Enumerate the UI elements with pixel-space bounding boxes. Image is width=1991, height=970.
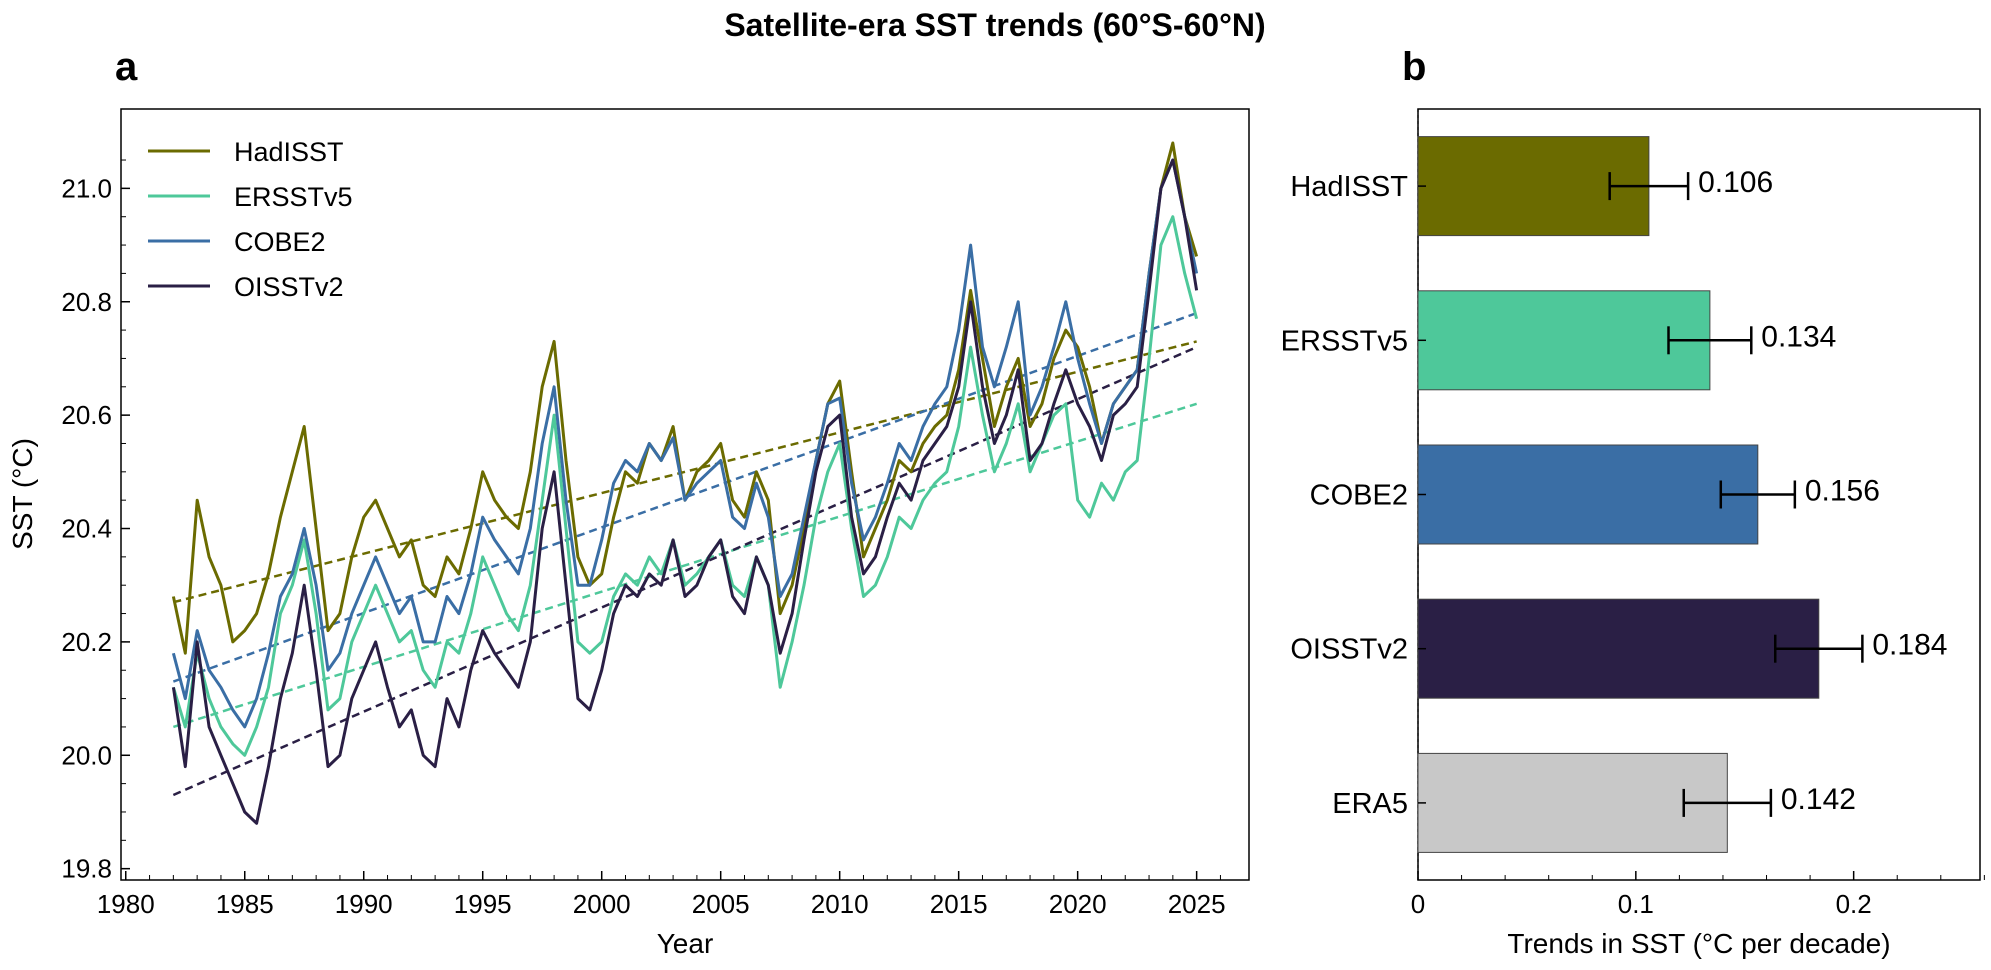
bar-OISSTv2 [1417,598,1820,699]
panel-b-label: b [1402,45,1426,89]
x-tick-label: 2010 [811,889,869,919]
x-tick-label: 0 [1411,889,1425,919]
legend-label-ERSSTv5: ERSSTv5 [234,182,353,212]
y-ticks: 19.8 20.0 20.2 20.4 20.6 20.8 21.0 [61,159,130,884]
bar-ERA5 [1417,752,1728,853]
y-tick-label: 20.2 [61,627,112,657]
data-label-ERSSTv5: 0.134 [1761,320,1836,353]
series-line-COBE2 [171,158,1199,729]
panel-b-bar-chart: 0.106 HadISST 0.134 ERSSTv5 0.156 COBE2 0.184 O… [1281,108,1985,959]
y-tick-label: 20.0 [61,740,112,770]
category-label-ERA5: ERA5 [1332,788,1408,820]
x-tick-label: 1980 [97,889,155,919]
category-label-ERSSTv5: ERSSTv5 [1281,325,1408,357]
series-line-ERSSTv5 [171,215,1199,757]
category-label-COBE2: COBE2 [1310,480,1408,512]
x-tick-label: 2015 [930,889,988,919]
y-axis-label: SST (°C) [7,438,38,550]
bars: 0.106 HadISST 0.134 ERSSTv5 0.156 COBE2 0.184 O… [1281,136,1947,853]
x-axis-label: Trends in SST (°C per decade) [1507,928,1890,959]
legend-label-HadISST: HadISST [234,137,344,167]
y-tick-label: 20.8 [61,287,112,317]
x-tick-label: 1995 [454,889,512,919]
panel-a-label: a [115,45,138,89]
x-tick-label: 1990 [335,889,393,919]
x-ticks: 1980 1985 1990 1995 2000 2005 2010 2015 2020 2025 [97,871,1226,919]
y-tick-label: 21.0 [61,173,112,203]
x-axis-label: Year [657,928,714,959]
bar-ERSSTv5 [1417,290,1711,391]
trend-line-OISSTv2 [172,345,1198,797]
series-line-OISSTv2 [171,158,1199,825]
legend: HadISST ERSSTv5 COBE2 OISSTv2 [148,137,353,302]
data-label-ERA5: 0.142 [1781,783,1856,816]
data-label-OISSTv2: 0.184 [1872,629,1947,662]
y-tick-label: 20.6 [61,400,112,430]
legend-label-COBE2: COBE2 [234,227,326,257]
series-lines [171,141,1199,825]
x-tick-label: 2005 [692,889,750,919]
panel-a-frame [120,108,1250,881]
x-tick-label: 0.2 [1836,889,1872,919]
x-tick-label: 2020 [1049,889,1107,919]
x-tick-label: 2025 [1168,889,1226,919]
data-label-COBE2: 0.156 [1805,475,1880,508]
panel-a-line-chart: 1980 1985 1990 1995 2000 2005 2010 2015 2020 2025… [7,108,1250,959]
y-tick-label: 20.4 [61,514,112,544]
x-tick-label: 0.1 [1618,889,1654,919]
category-label-HadISST: HadISST [1290,171,1408,203]
x-ticks: 0 0.1 0.2 [1411,871,1985,919]
x-tick-label: 2000 [573,889,631,919]
trend-line-ERSSTv5 [172,402,1198,729]
x-tick-label: 1985 [216,889,274,919]
figure-title: Satellite-era SST trends (60°S-60°N) [724,7,1265,43]
legend-label-OISSTv2: OISSTv2 [234,272,344,302]
bar-COBE2 [1417,444,1759,545]
trend-line-HadISST [173,340,1197,604]
data-label-HadISST: 0.106 [1698,166,1773,199]
category-label-OISSTv2: OISSTv2 [1290,634,1408,666]
series-line-HadISST [171,141,1199,655]
y-tick-label: 19.8 [61,854,112,884]
